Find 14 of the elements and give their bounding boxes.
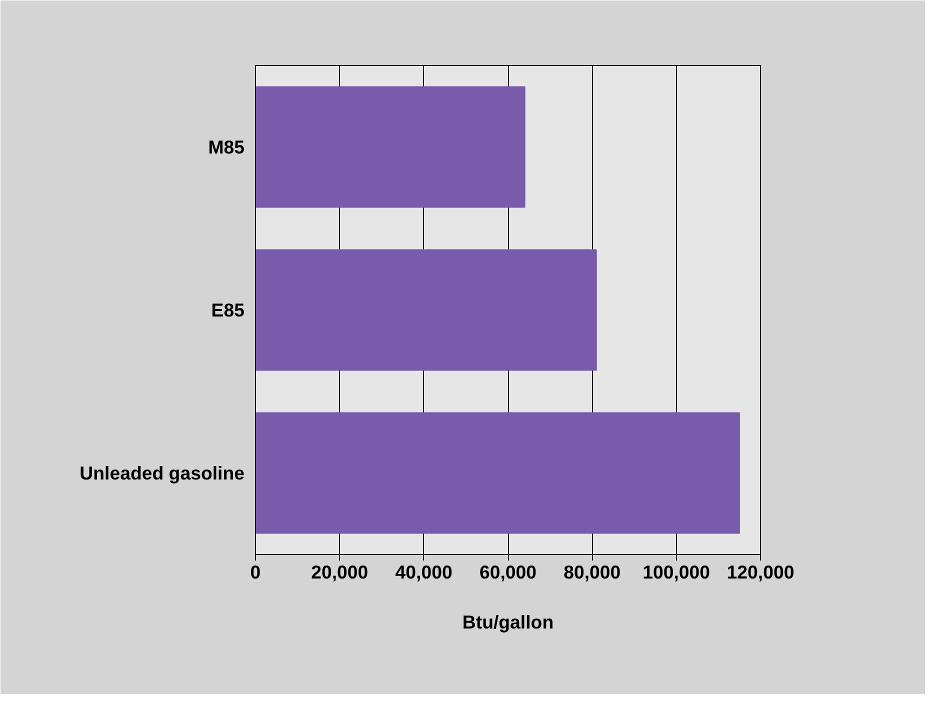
x-tick-label: 0 <box>250 562 261 582</box>
x-tick-label: 40,000 <box>395 562 452 582</box>
bar <box>256 86 526 208</box>
bar <box>256 249 597 371</box>
x-tick-label: 20,000 <box>311 562 368 582</box>
x-tick-label: 60,000 <box>479 562 537 582</box>
x-tick-label: 100,000 <box>642 562 710 582</box>
y-tick-label: Unleaded gasoline <box>80 462 245 484</box>
y-tick-label: E85 <box>211 300 245 320</box>
x-tick-label: 120,000 <box>726 562 794 582</box>
bar <box>256 412 740 534</box>
y-tick-label: M85 <box>208 136 245 158</box>
x-tick-label: 80,000 <box>564 562 621 582</box>
x-axis-title: Btu/gallon <box>462 612 554 632</box>
